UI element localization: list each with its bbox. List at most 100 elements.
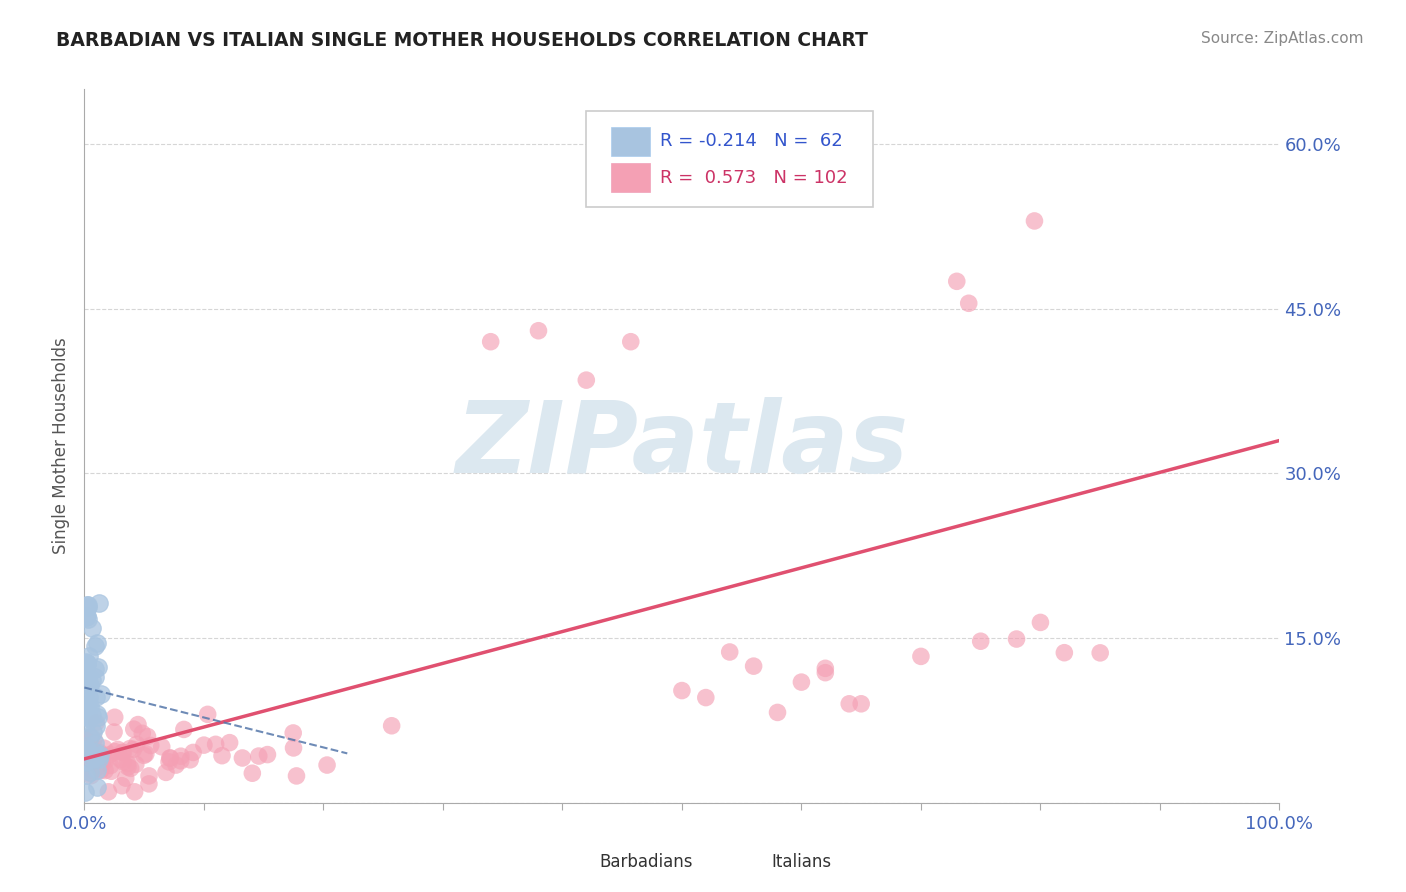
Point — [131, 726, 153, 740]
Point — [173, 723, 195, 737]
Point — [79, 746, 101, 760]
Point — [1029, 615, 1052, 630]
Point — [84, 662, 107, 676]
Point — [75, 706, 97, 721]
FancyBboxPatch shape — [749, 840, 779, 862]
Point — [77, 690, 100, 705]
Point — [946, 274, 969, 288]
Point — [80, 769, 103, 783]
Point — [814, 661, 837, 675]
Point — [89, 746, 111, 760]
Point — [87, 659, 110, 673]
Point — [170, 749, 193, 764]
Point — [79, 730, 101, 744]
Point — [695, 690, 717, 705]
Point — [110, 752, 132, 766]
Point — [87, 710, 110, 724]
Point — [159, 751, 181, 765]
Point — [838, 697, 860, 711]
Point — [671, 683, 693, 698]
Point — [104, 745, 127, 759]
Point — [86, 763, 108, 777]
Y-axis label: Single Mother Households: Single Mother Households — [52, 338, 70, 554]
Point — [211, 748, 233, 763]
Point — [75, 739, 97, 754]
Point — [1053, 646, 1076, 660]
Point — [86, 761, 108, 775]
Point — [285, 769, 308, 783]
Point — [77, 678, 100, 692]
Point — [83, 745, 105, 759]
Point — [73, 709, 96, 723]
Point — [766, 706, 789, 720]
Point — [125, 757, 148, 772]
Point — [97, 785, 120, 799]
Point — [79, 750, 101, 764]
Point — [84, 690, 107, 705]
Point — [82, 764, 104, 778]
Text: Barbadians: Barbadians — [599, 853, 693, 871]
Point — [75, 687, 97, 701]
Text: Italians: Italians — [772, 853, 831, 871]
Point — [155, 765, 177, 780]
Text: R =  0.573   N = 102: R = 0.573 N = 102 — [661, 169, 848, 186]
Point — [77, 649, 100, 664]
Point — [76, 608, 98, 623]
Point — [73, 704, 96, 718]
Point — [193, 738, 215, 752]
FancyBboxPatch shape — [591, 840, 620, 862]
Point — [135, 747, 157, 761]
Point — [479, 334, 502, 349]
Point — [91, 748, 114, 763]
Point — [93, 741, 115, 756]
Point — [77, 706, 100, 720]
Point — [80, 621, 103, 635]
Point — [79, 764, 101, 779]
Point — [80, 673, 103, 688]
Point — [100, 764, 122, 779]
Point — [100, 758, 122, 772]
Point — [1090, 646, 1112, 660]
Point — [84, 750, 107, 764]
Point — [77, 612, 100, 626]
Point — [76, 741, 98, 756]
Point — [851, 697, 873, 711]
Point — [111, 779, 134, 793]
Point — [94, 764, 117, 778]
Point — [127, 717, 149, 731]
Point — [75, 785, 97, 799]
Point — [170, 754, 193, 768]
Point — [79, 733, 101, 747]
Point — [122, 722, 145, 736]
Point — [76, 656, 98, 670]
Point — [86, 719, 108, 733]
Point — [73, 704, 96, 718]
Point — [83, 670, 105, 684]
Text: R = -0.214   N =  62: R = -0.214 N = 62 — [661, 132, 844, 150]
Point — [76, 600, 98, 615]
Point — [814, 665, 837, 680]
Point — [107, 742, 129, 756]
Point — [75, 672, 97, 686]
Point — [159, 751, 181, 765]
Point — [103, 725, 125, 739]
Point — [77, 599, 100, 613]
Point — [86, 780, 108, 794]
Point — [79, 731, 101, 745]
FancyBboxPatch shape — [586, 111, 873, 207]
Text: Source: ZipAtlas.com: Source: ZipAtlas.com — [1201, 31, 1364, 46]
Point — [1005, 632, 1028, 646]
Point — [139, 739, 162, 753]
Point — [83, 732, 105, 747]
Point — [112, 745, 135, 759]
Point — [231, 751, 253, 765]
Point — [83, 752, 105, 766]
Point — [112, 755, 135, 769]
Point — [240, 766, 263, 780]
Point — [790, 675, 813, 690]
Point — [138, 777, 160, 791]
FancyBboxPatch shape — [612, 163, 650, 192]
Point — [76, 671, 98, 685]
Point — [75, 680, 97, 694]
Point — [256, 747, 278, 762]
